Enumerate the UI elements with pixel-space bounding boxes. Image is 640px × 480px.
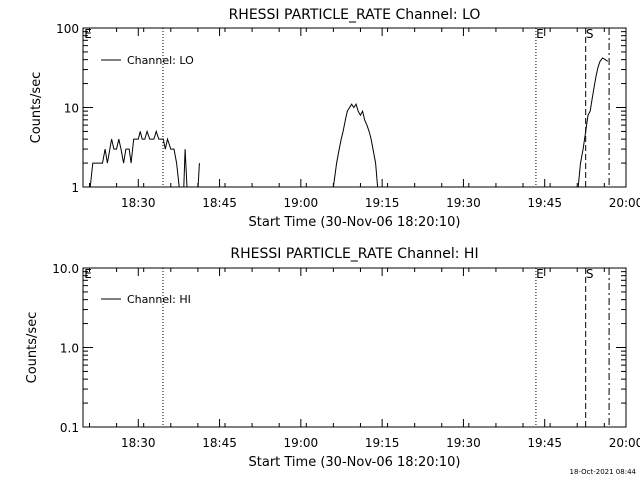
panel-1-series-line (183, 149, 188, 188)
panel-1-xtick-label: 18:45 (202, 196, 237, 210)
panel-2-ytick-label: 0.1 (60, 421, 79, 435)
panel-1-marker-label: S (586, 27, 594, 41)
panel-1-xlabel: Start Time (30-Nov-06 18:20:10) (249, 215, 461, 230)
panel-1-series-line (332, 103, 379, 188)
panel-2-legend-label: Channel: HI (127, 293, 191, 306)
panel-2-xlabel: Start Time (30-Nov-06 18:20:10) (249, 455, 461, 470)
panel-2-xtick-label: 18:30 (121, 436, 156, 450)
panel-1-xtick-label: 19:15 (365, 196, 400, 210)
panel-1-ytick-label: 100 (56, 22, 79, 36)
panel-2-xtick-label: 19:00 (284, 436, 319, 450)
panel-1-ytick-label: 10 (64, 102, 79, 116)
panel-2-xtick-label: 20:00 (609, 436, 640, 450)
panel-1-ylabel: Counts/sec (29, 72, 44, 144)
panel-1-marker-label: E (84, 27, 92, 41)
panel-2-plot-frame (82, 267, 627, 428)
panel-1-xtick-label: 20:00 (609, 196, 640, 210)
panel-1-title: RHESSI PARTICLE_RATE Channel: LO (229, 7, 481, 23)
panel-2-marker-label: S (586, 267, 594, 281)
panel-1-xtick-label: 19:45 (527, 196, 562, 210)
panel-2-xtick-label: 19:30 (446, 436, 481, 450)
panel-2-ylabel: Counts/sec (25, 312, 40, 384)
panel-1-plot-frame (82, 27, 627, 188)
panel-2-xtick-label: 18:45 (202, 436, 237, 450)
panel-2-ytick-label: 1.0 (60, 342, 79, 356)
panel-2-marker-label: E (84, 267, 92, 281)
panel-1-series-line (197, 163, 200, 188)
panel-1-series-line (89, 129, 180, 188)
panel-2-title: RHESSI PARTICLE_RATE Channel: HI (230, 246, 478, 262)
panel-1-xtick-label: 19:30 (446, 196, 481, 210)
panel-2-xtick-label: 19:15 (365, 436, 400, 450)
panel-2-ytick-label: 10.0 (52, 262, 79, 276)
panel-1-ytick-label: 1 (71, 181, 79, 195)
panel-2-xtick-label: 19:45 (527, 436, 562, 450)
panel-1-series-line (577, 57, 609, 188)
footer-timestamp: 18-Oct-2021 08:44 (569, 468, 636, 476)
panel-1-legend-label: Channel: LO (127, 54, 194, 67)
panel-1-marker-label: E (536, 27, 544, 41)
panel-1-xtick-label: 19:00 (284, 196, 319, 210)
panel-2-marker-label: E (536, 267, 544, 281)
panel-1-xtick-label: 18:30 (121, 196, 156, 210)
